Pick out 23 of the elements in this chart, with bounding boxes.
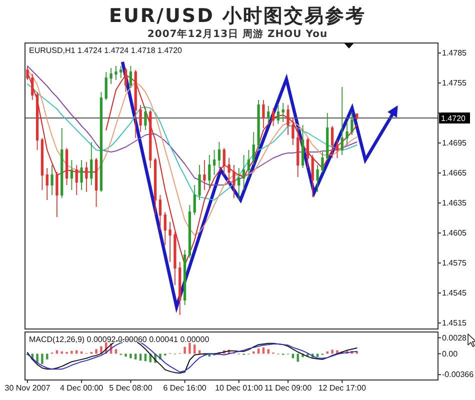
x-tick-label: 30 Nov 2007	[4, 384, 51, 393]
y-tick-label: 0.00	[442, 349, 458, 358]
chart-subtitle: 2007年12月13日 周游 ZHOU You	[147, 28, 328, 40]
y-tick-label: 1.4665	[442, 168, 468, 178]
y-tick-label: 1.4545	[442, 288, 468, 298]
y-tick-label: 1.4515	[442, 318, 468, 328]
y-tick-label: 1.4785	[442, 48, 468, 58]
x-tick-label: 5 Dec 08:00	[109, 384, 153, 393]
y-tick-label: 0.0028	[442, 333, 468, 342]
annotation: EURUSD,H1 1.4724 1.4724 1.4718 1.4720	[29, 46, 183, 55]
y-tick-label: 1.4635	[442, 198, 468, 208]
chart-title: EUR/USD 小时图交易参考	[109, 5, 366, 27]
x-tick-label: 4 Dec 00:00	[60, 384, 104, 393]
x-tick-label: 6 Dec 16:00	[163, 384, 207, 393]
y-tick-label: -0.00366	[442, 370, 474, 380]
y-tick-label: 1.4755	[442, 78, 468, 88]
y-tick-label: 1.4605	[442, 228, 468, 238]
y-tick-label: 1.4695	[442, 138, 468, 148]
x-tick-label: 10 Dec 01:00	[215, 384, 264, 393]
ref-line-label: 1.4720	[441, 114, 466, 123]
x-tick-label: 11 Dec 09:00	[264, 384, 312, 393]
x-tick-label: 12 Dec 17:00	[318, 384, 366, 393]
y-tick-label: 1.4575	[442, 258, 468, 268]
